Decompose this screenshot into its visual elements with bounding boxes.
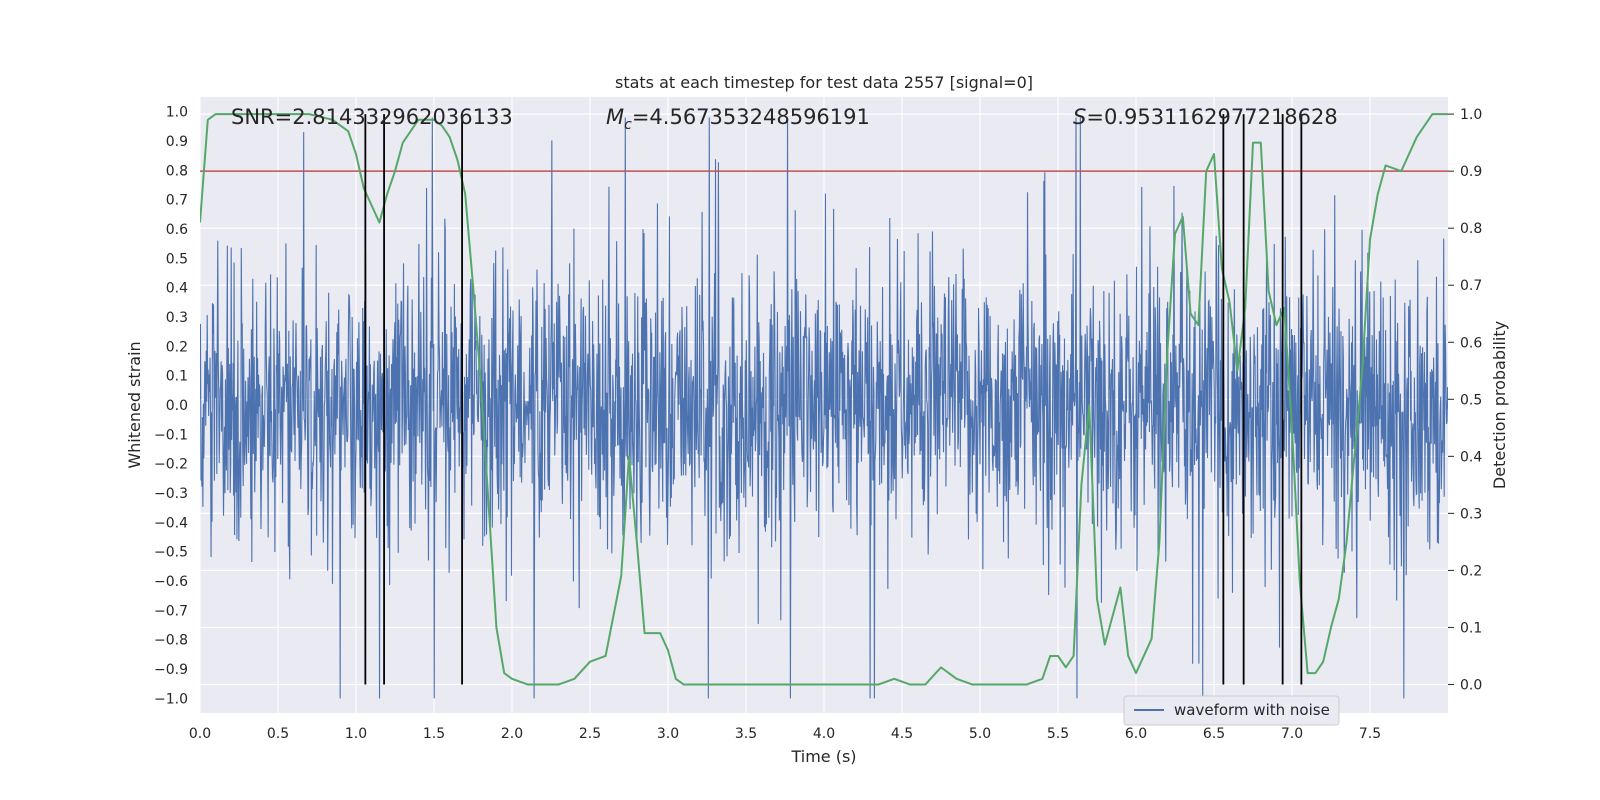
x-tick-label: 1.0 (345, 726, 367, 742)
y-left-tick-label: −0.8 (154, 633, 188, 649)
y-left-tick-label: 0.8 (166, 163, 188, 179)
y-left-tick-label: 1.0 (166, 105, 188, 121)
y-left-tick-label: −0.4 (154, 515, 188, 531)
y-left-tick-label: −0.7 (154, 603, 188, 619)
event-markers (364, 114, 1303, 685)
x-tick-label: 0.0 (189, 726, 211, 742)
y-right-tick-label: 0.7 (1460, 278, 1482, 294)
y-left-tick-label: −0.6 (154, 574, 188, 590)
probability-line (200, 113, 1448, 686)
x-tick-label: 6.0 (1125, 726, 1147, 742)
y-right-tick-labels: 1.0 0.9 0.8 0.7 0.6 0.5 0.4 0.3 0.2 0.1 0.0 (1448, 107, 1482, 693)
chirp-mass-annotation: Mc=4.567353248596191 (606, 105, 870, 133)
x-axis-label: Time (s) (790, 747, 856, 766)
y-left-tick-label: 0.5 (166, 251, 188, 267)
y-right-tick-label: 0.0 (1460, 677, 1482, 693)
y-right-tick-label: 0.8 (1460, 221, 1482, 237)
y-right-tick-label: 0.6 (1460, 335, 1482, 351)
y-left-tick-label: 0.6 (166, 222, 188, 238)
y-left-tick-label: −1.0 (154, 691, 188, 707)
detection-probability-series (200, 113, 1448, 686)
x-tick-label: 7.0 (1281, 726, 1303, 742)
y-left-tick-label: −0.9 (154, 662, 188, 678)
x-tick-labels: 0.0 0.5 1.0 1.5 2.0 2.5 3.0 3.5 4.0 4.5 5.0 5.5 6.0 6… (189, 726, 1381, 742)
y-left-tick-label: 0.3 (166, 310, 188, 326)
y-left-tick-label: 0.1 (166, 369, 188, 385)
y-axis-label-left: Whitened strain (125, 341, 144, 468)
x-tick-label: 5.0 (969, 726, 991, 742)
x-tick-label: 2.5 (579, 726, 601, 742)
y-left-tick-label: 0.9 (166, 134, 188, 150)
y-left-tick-label: −0.1 (154, 427, 188, 443)
y-left-tick-label: −0.3 (154, 486, 188, 502)
y-left-tick-label: −0.5 (154, 545, 188, 561)
y-left-tick-label: −0.2 (154, 457, 188, 473)
y-right-tick-label: 1.0 (1460, 107, 1482, 123)
x-tick-label: 6.5 (1203, 726, 1225, 742)
waveform-series (200, 117, 1448, 699)
x-tick-label: 5.5 (1047, 726, 1069, 742)
waveform-line (200, 117, 1448, 699)
y-left-tick-labels: 1.0 0.9 0.8 0.7 0.6 0.5 0.4 0.3 0.2 0.1 0.0 −0.1 −0.… (154, 105, 188, 708)
y-left-tick-label: 0.7 (166, 193, 188, 209)
y-right-tick-label: 0.2 (1460, 563, 1482, 579)
s-annotation: S=0.9531162977218628 (1073, 105, 1338, 129)
y-axis-label-right: Detection probability (1490, 321, 1509, 489)
y-right-tick-label: 0.4 (1460, 449, 1482, 465)
y-left-tick-label: 0.4 (166, 281, 188, 297)
x-tick-label: 2.0 (501, 726, 523, 742)
x-tick-label: 4.5 (891, 726, 913, 742)
x-tick-label: 7.5 (1359, 726, 1381, 742)
legend-box (1123, 695, 1340, 726)
y-right-tick-label: 0.3 (1460, 506, 1482, 522)
x-tick-label: 3.5 (735, 726, 757, 742)
y-right-tick-label: 0.9 (1460, 164, 1482, 180)
x-tick-label: 1.5 (423, 726, 445, 742)
chart-title: stats at each timestep for test data 255… (615, 73, 1033, 92)
x-tick-label: 4.0 (813, 726, 835, 742)
y-left-tick-label: 0.0 (166, 398, 188, 414)
x-tick-label: 0.5 (267, 726, 289, 742)
legend-label: waveform with noise (1174, 701, 1330, 719)
y-left-tick-label: 0.2 (166, 339, 188, 355)
legend: waveform with noise (1123, 695, 1340, 726)
y-right-tick-label: 0.1 (1460, 620, 1482, 636)
snr-annotation: SNR=2.814332962036133 (231, 105, 513, 129)
x-tick-label: 3.0 (657, 726, 679, 742)
y-right-tick-label: 0.5 (1460, 392, 1482, 408)
